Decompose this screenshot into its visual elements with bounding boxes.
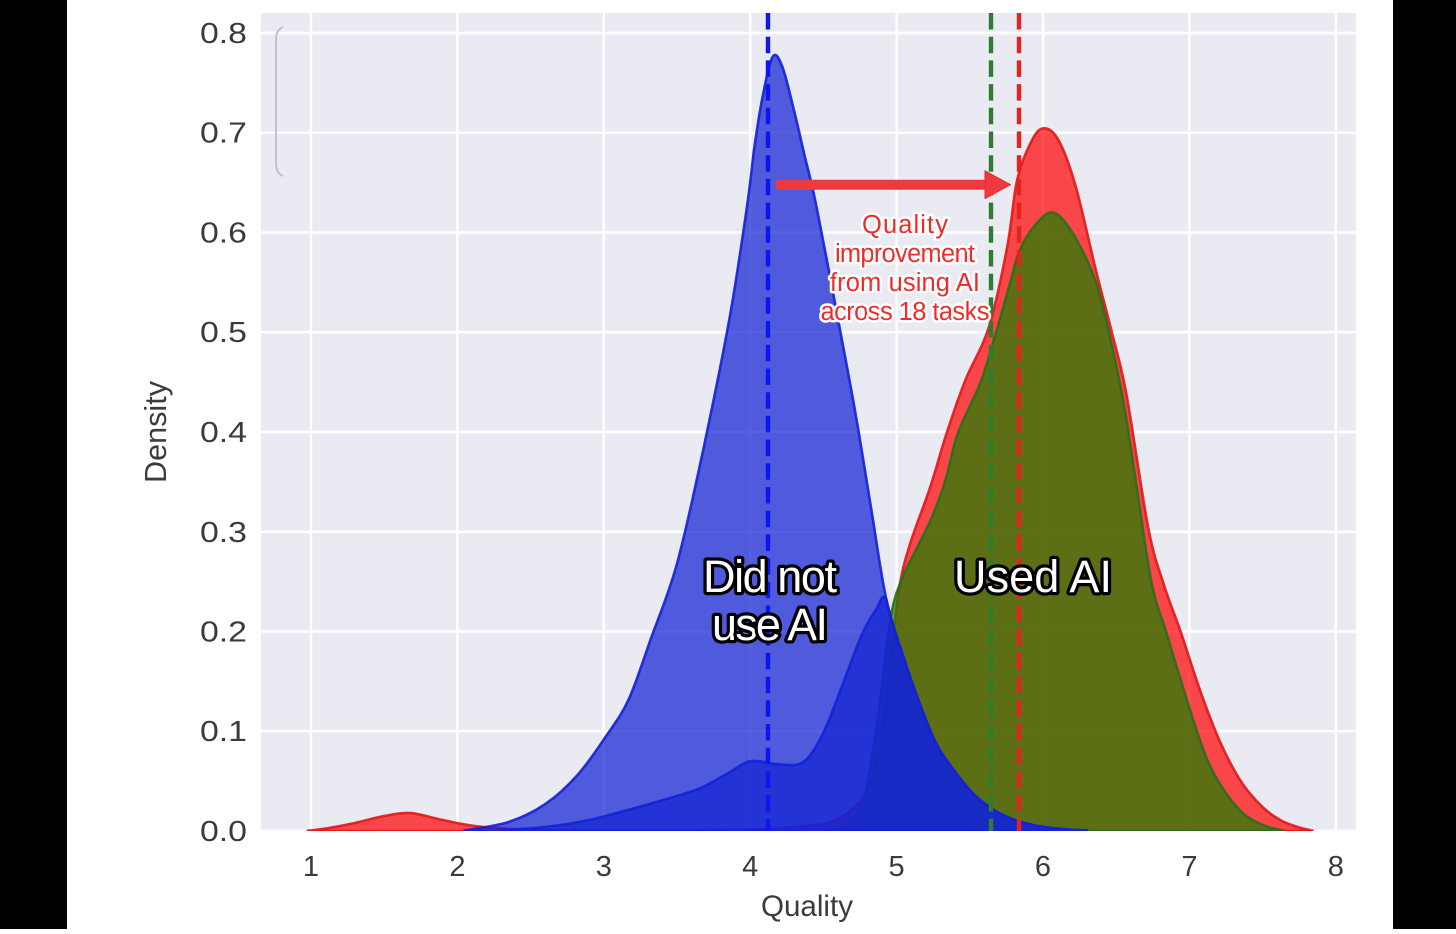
svg-text:Used AI: Used AI [954,551,1112,602]
svg-text:8: 8 [1328,851,1344,883]
svg-text:5: 5 [889,851,905,883]
svg-text:6: 6 [1035,851,1051,883]
svg-text:0.4: 0.4 [200,417,247,449]
svg-text:Quality: Quality [862,211,948,239]
svg-text:2: 2 [449,851,465,883]
svg-text:0.8: 0.8 [200,18,247,50]
svg-text:0.2: 0.2 [200,617,247,649]
svg-text:0.5: 0.5 [200,317,247,349]
svg-text:0.7: 0.7 [200,118,247,150]
svg-text:use AI: use AI [712,599,828,650]
svg-text:0.1: 0.1 [200,716,247,748]
svg-text:0.0: 0.0 [200,816,247,848]
svg-text:4: 4 [742,851,758,883]
svg-text:Did not: Did not [703,551,837,602]
svg-text:Density: Density [139,380,173,483]
svg-text:3: 3 [596,851,612,883]
svg-text:0.6: 0.6 [200,218,247,250]
svg-text:0.3: 0.3 [200,517,247,549]
svg-text:across 18 tasks: across 18 tasks [821,298,990,326]
svg-text:1: 1 [303,851,319,883]
svg-text:improvement: improvement [835,240,975,268]
svg-text:7: 7 [1181,851,1197,883]
svg-text:Quality: Quality [761,890,853,923]
svg-text:from using AI: from using AI [830,269,980,297]
